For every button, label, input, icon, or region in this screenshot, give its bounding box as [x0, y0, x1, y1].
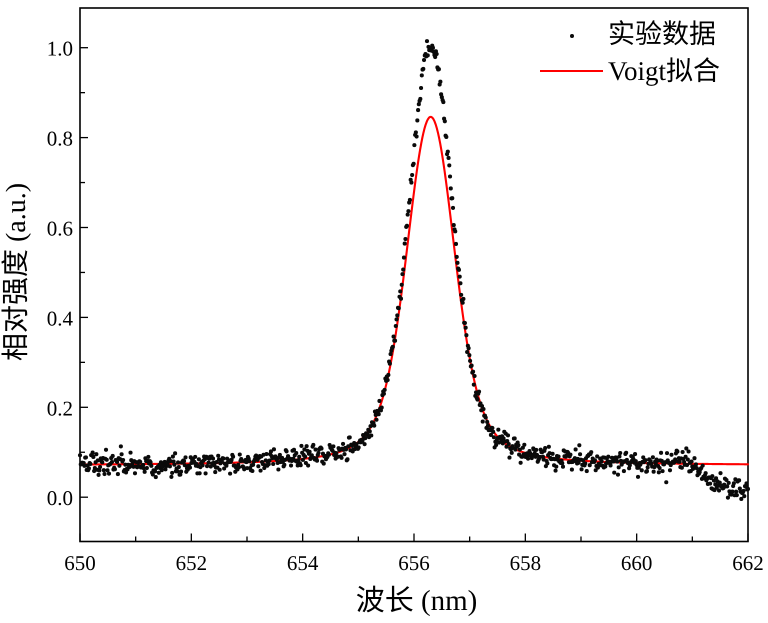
- svg-text:波长 (nm): 波长 (nm): [356, 585, 478, 617]
- svg-text:Voigt拟合: Voigt拟合: [608, 56, 720, 86]
- svg-text:相对强度 (a.u.): 相对强度 (a.u.): [1, 183, 32, 361]
- svg-text:0.4: 0.4: [47, 306, 74, 330]
- svg-text:0.6: 0.6: [47, 217, 73, 241]
- svg-text:0.0: 0.0: [47, 486, 73, 510]
- svg-text:实验数据: 实验数据: [608, 19, 716, 49]
- svg-text:654: 654: [287, 551, 319, 575]
- svg-text:0.2: 0.2: [47, 396, 73, 420]
- svg-text:662: 662: [732, 551, 764, 575]
- svg-text:658: 658: [510, 551, 542, 575]
- svg-text:652: 652: [176, 551, 208, 575]
- svg-text:1.0: 1.0: [47, 37, 73, 61]
- svg-text:660: 660: [621, 551, 653, 575]
- svg-text:0.8: 0.8: [47, 127, 73, 151]
- svg-text:656: 656: [398, 551, 430, 575]
- svg-text:650: 650: [64, 551, 96, 575]
